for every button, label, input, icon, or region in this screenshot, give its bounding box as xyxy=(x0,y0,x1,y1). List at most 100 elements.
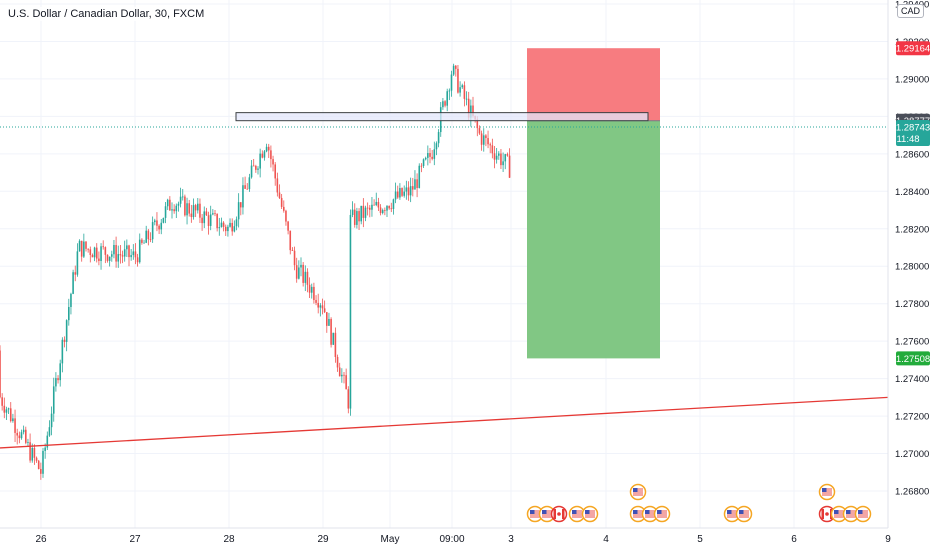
position-zones[interactable] xyxy=(527,48,660,359)
candle-body xyxy=(242,185,244,208)
candle-body xyxy=(222,222,225,227)
candle-body xyxy=(1,397,3,406)
candle-body xyxy=(289,230,292,251)
candle-body xyxy=(418,165,421,188)
candle-body xyxy=(392,199,395,209)
candle-body xyxy=(95,247,98,259)
candle-body xyxy=(403,191,405,196)
candle-body xyxy=(386,205,388,211)
candle-body xyxy=(220,222,223,228)
take-profit-zone[interactable] xyxy=(527,120,660,359)
candle-body xyxy=(72,272,74,294)
candle-body xyxy=(373,204,375,206)
candle-body xyxy=(98,258,100,261)
candle-body xyxy=(394,191,397,200)
us-flag-icon[interactable] xyxy=(629,483,647,501)
candle-body xyxy=(388,205,390,209)
candle-body xyxy=(207,215,210,226)
target-price-label: 1.27508 xyxy=(896,354,930,365)
candle-body xyxy=(48,427,51,436)
candle-body xyxy=(480,133,483,145)
candle-body xyxy=(457,68,459,93)
time-axis-label: 6 xyxy=(791,534,797,545)
candle-body xyxy=(151,222,154,240)
candle-body xyxy=(450,74,453,91)
support-trendline[interactable] xyxy=(0,396,889,449)
candle-body xyxy=(70,293,72,307)
candles[interactable] xyxy=(0,63,511,480)
time-axis[interactable]: 26 27 28 29 May 09:00 3 4 5 6 9 xyxy=(35,534,891,545)
us-flag-icon[interactable] xyxy=(581,505,599,523)
candle-body xyxy=(274,164,276,179)
time-axis-label: 3 xyxy=(508,534,514,545)
chart-title[interactable]: U.S. Dollar / Canadian Dollar, 30, FXCM xyxy=(6,7,207,21)
candle-body xyxy=(85,241,87,249)
candle-body xyxy=(190,213,193,218)
candle-body xyxy=(149,239,152,241)
candle-body xyxy=(138,239,141,263)
candle-body xyxy=(65,320,68,342)
candle-body xyxy=(470,105,472,118)
candle-body xyxy=(437,132,440,144)
candle-body xyxy=(177,203,180,206)
us-flag-icon[interactable] xyxy=(653,505,671,523)
candle-body xyxy=(141,239,143,243)
candle-body xyxy=(108,256,111,261)
candle-body xyxy=(143,242,145,244)
candle-body xyxy=(465,98,468,100)
us-flag-icon[interactable] xyxy=(818,483,836,501)
us-flag-icon[interactable] xyxy=(842,505,860,523)
candle-body xyxy=(87,248,89,250)
candle-body xyxy=(343,374,345,376)
candle-body xyxy=(231,222,233,232)
candle-body xyxy=(134,251,137,258)
us-flag-icon[interactable] xyxy=(568,505,586,523)
candle-body xyxy=(184,196,186,216)
canada-flag-icon[interactable] xyxy=(550,505,568,523)
candle-body xyxy=(154,220,156,223)
candle-body xyxy=(422,159,425,166)
candle-body xyxy=(18,435,21,439)
candle-body xyxy=(173,209,175,212)
candle-body xyxy=(106,254,109,261)
candle-body xyxy=(283,206,285,211)
candle-body xyxy=(489,144,491,146)
candle-body xyxy=(33,447,36,458)
us-flag-icon[interactable] xyxy=(735,505,753,523)
candle-body xyxy=(42,450,44,474)
us-flag-icon[interactable] xyxy=(526,505,544,523)
stop-loss-zone[interactable] xyxy=(527,48,660,121)
candle-body xyxy=(181,196,184,198)
candle-body xyxy=(308,284,311,293)
resistance-zone[interactable] xyxy=(235,112,649,122)
target-price-tag: 1.27508 xyxy=(896,351,930,366)
price-axis-label: 1.27400 xyxy=(895,374,929,385)
currency-badge[interactable]: CAD xyxy=(896,4,924,18)
candle-body xyxy=(40,468,42,474)
candle-body xyxy=(396,191,399,198)
candle-body xyxy=(390,208,393,210)
candle-body xyxy=(347,389,350,409)
us-flag-icon[interactable] xyxy=(854,505,872,523)
candle-body xyxy=(455,65,457,69)
candle-body xyxy=(375,201,378,206)
canada-flag-icon[interactable] xyxy=(818,505,836,523)
candle-body xyxy=(446,91,448,106)
candle-body xyxy=(52,386,55,414)
candle-body xyxy=(188,203,190,214)
candle-body xyxy=(407,187,410,196)
time-axis-label: 4 xyxy=(603,534,609,545)
candle-body xyxy=(412,186,414,190)
economic-events[interactable] xyxy=(526,483,872,523)
candle-body xyxy=(197,203,199,211)
candle-body xyxy=(0,350,1,398)
price-axis-label: 1.28600 xyxy=(895,149,929,160)
candle-body xyxy=(295,265,298,279)
candle-body xyxy=(405,187,408,192)
us-flag-icon[interactable] xyxy=(641,505,659,523)
candle-body xyxy=(263,151,266,158)
candle-body xyxy=(399,188,401,198)
candle-body xyxy=(338,367,341,377)
price-axis-label: 1.27800 xyxy=(895,299,929,310)
